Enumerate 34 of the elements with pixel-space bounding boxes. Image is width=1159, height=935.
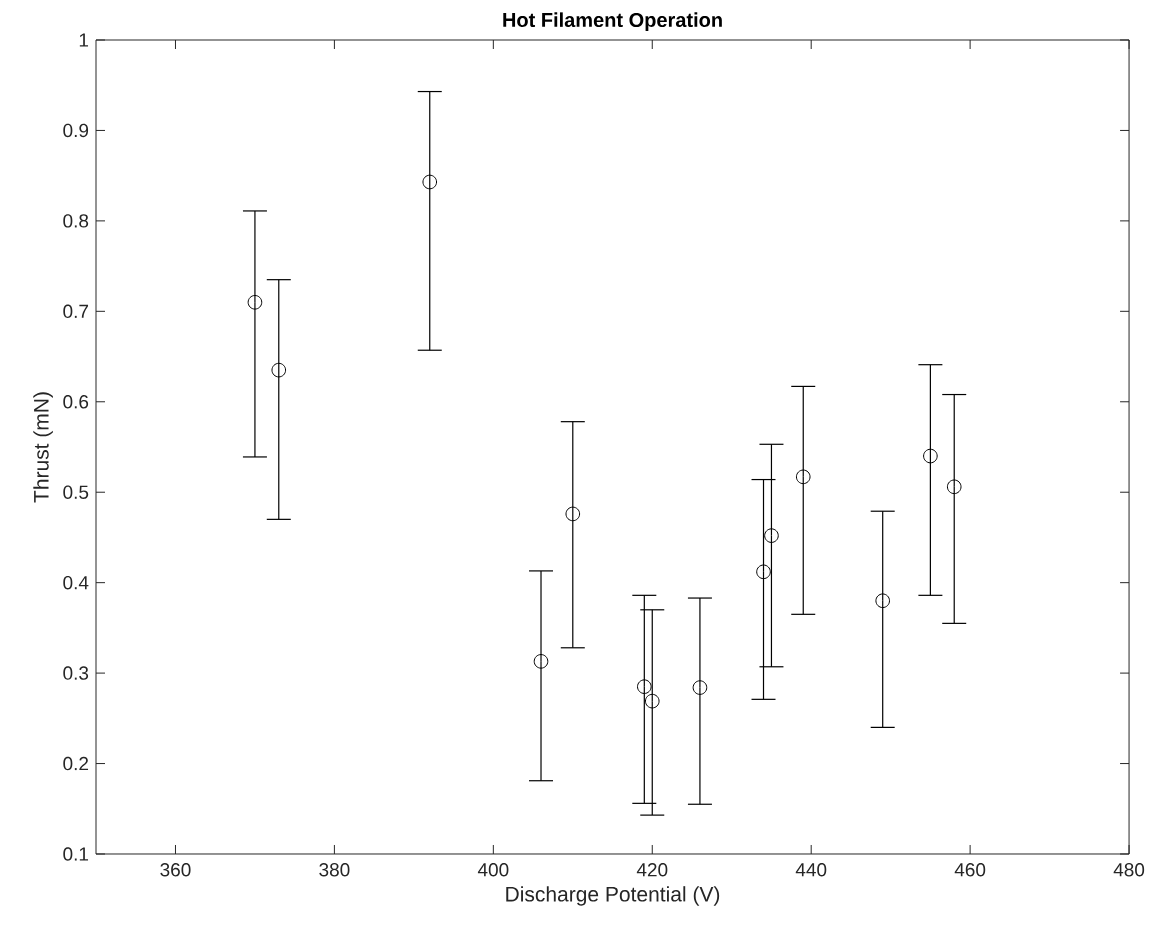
point: [923, 448, 938, 464]
point: [637, 679, 652, 694]
x-tick-label: 360: [160, 863, 191, 877]
x-tick-label: 480: [1113, 863, 1145, 877]
x-tick-label: 380: [319, 863, 350, 877]
y-tick-label: 1: [79, 33, 89, 47]
point: [946, 479, 962, 495]
x-tick-label: 420: [636, 863, 668, 877]
y-tick-label: 0.1: [63, 847, 89, 861]
point: [644, 693, 660, 709]
y-tick-label: 0.5: [63, 485, 89, 499]
point: [756, 564, 771, 580]
x-tick-label: 460: [954, 863, 986, 877]
y-tick-label: 0.6: [63, 395, 89, 409]
point: [533, 654, 549, 669]
x-axis-title: Discharge Potential (V): [506, 886, 720, 906]
point: [565, 506, 581, 522]
y-tick-label: 0.8: [63, 214, 89, 228]
point: [764, 528, 779, 543]
point: [795, 469, 811, 485]
x-tick-label: 440: [795, 863, 827, 877]
x-tick-label: 400: [477, 863, 509, 877]
point: [692, 680, 708, 695]
y-tick-label: 0.7: [63, 304, 89, 319]
point: [422, 174, 438, 190]
y-tick-label: 0.9: [63, 123, 89, 138]
y-tick-label: 0.3: [63, 666, 89, 680]
y-tick-label: 0.4: [63, 575, 89, 590]
point: [247, 294, 263, 310]
y-axis-title: Thrust (mN): [33, 392, 53, 503]
y-tick-label: 0.2: [63, 756, 89, 771]
point: [271, 362, 287, 378]
point: [875, 593, 890, 609]
chart-title: Hot Filament Operation: [503, 12, 722, 32]
